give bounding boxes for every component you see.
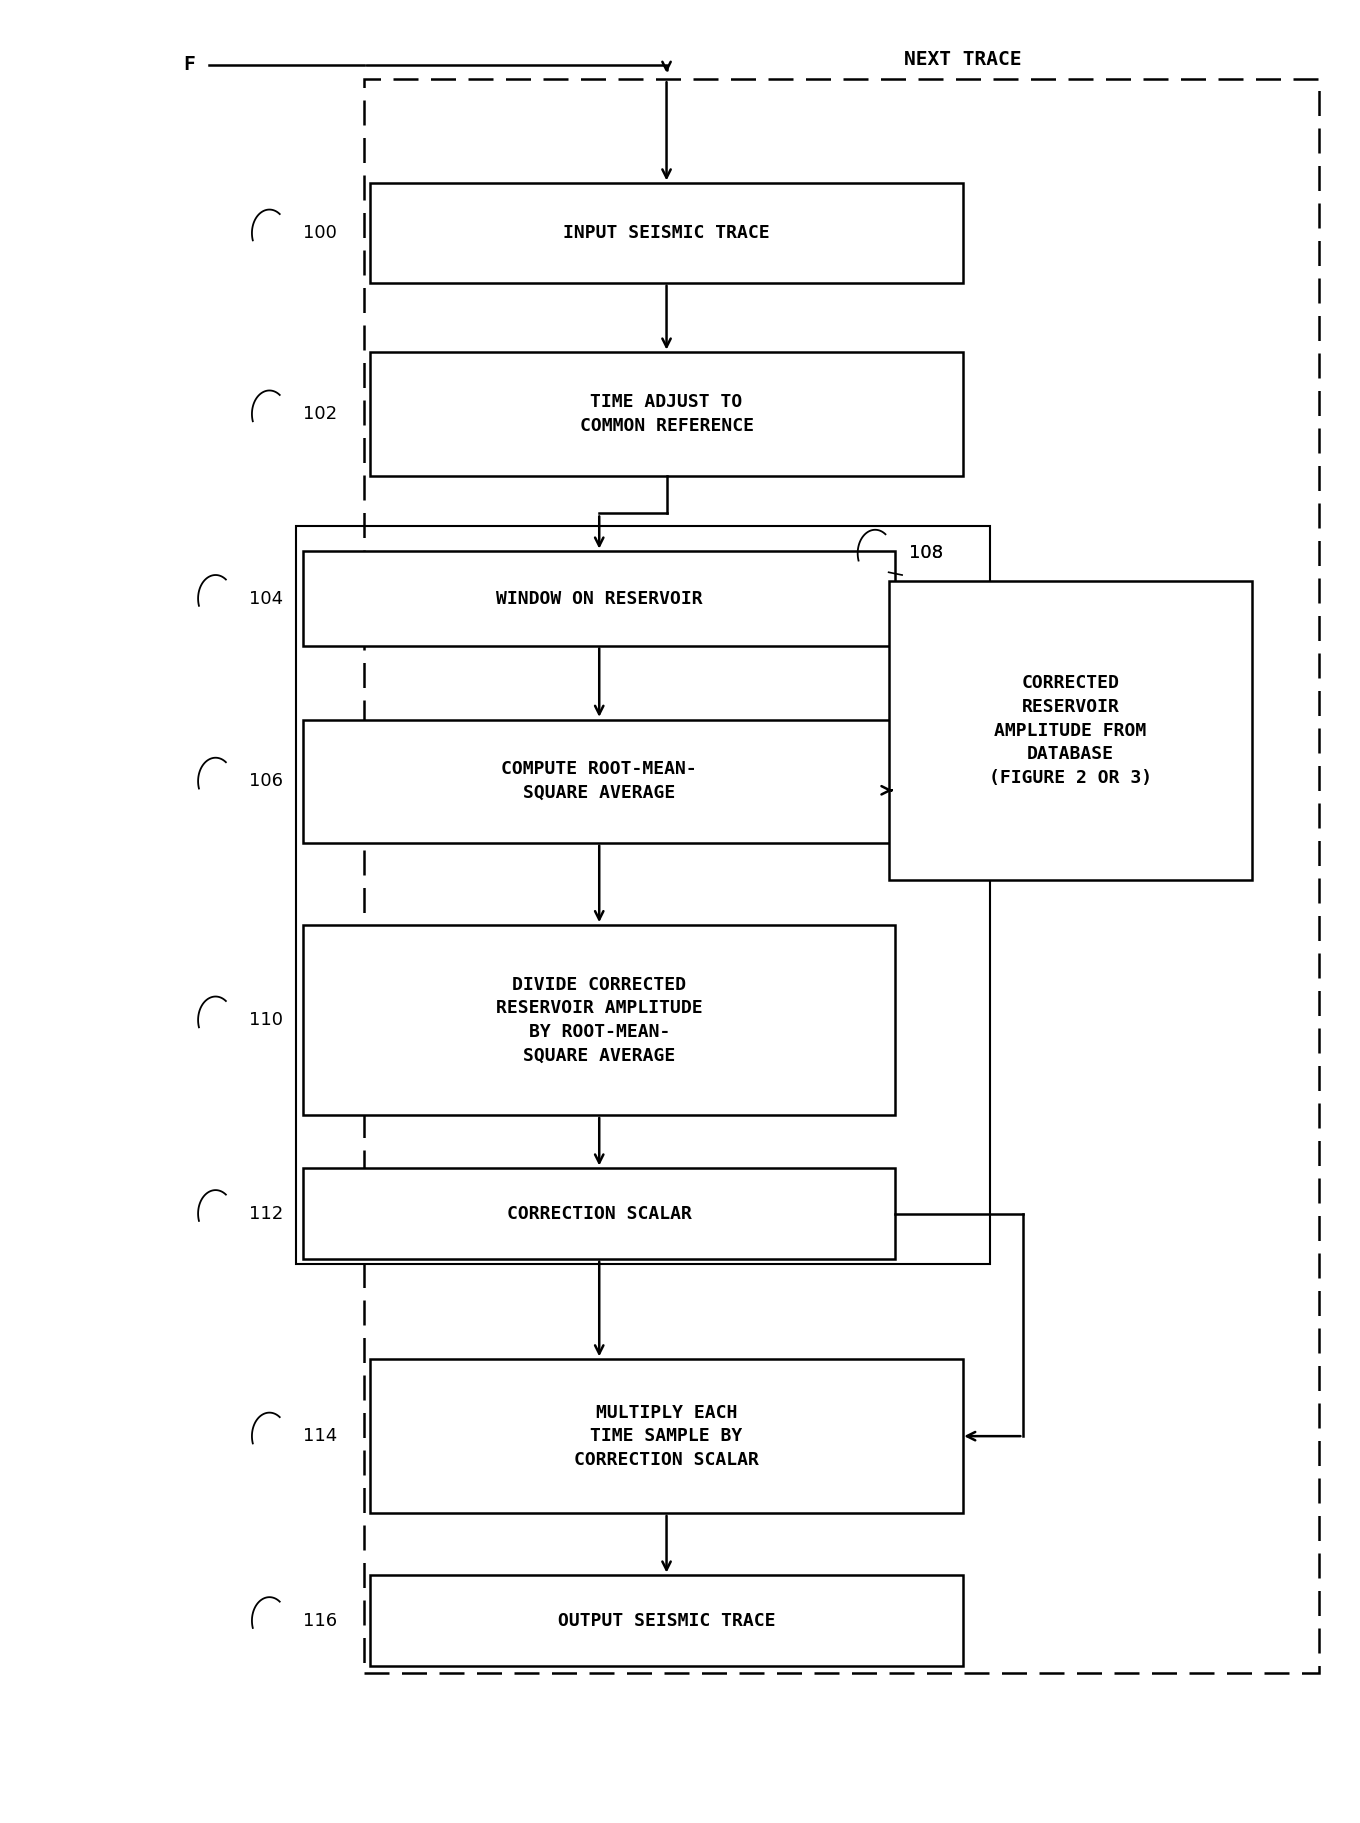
Text: 112: 112 [249,1205,283,1223]
FancyBboxPatch shape [303,924,895,1116]
Text: INPUT SEISMIC TRACE: INPUT SEISMIC TRACE [563,224,770,242]
Text: CORRECTED
RESERVOIR
AMPLITUDE FROM
DATABASE
(FIGURE 2 OR 3): CORRECTED RESERVOIR AMPLITUDE FROM DATAB… [989,675,1152,788]
Text: DIVIDE CORRECTED
RESERVOIR AMPLITUDE
BY ROOT-MEAN-
SQUARE AVERAGE: DIVIDE CORRECTED RESERVOIR AMPLITUDE BY … [496,975,703,1065]
Text: MULTIPLY EACH
TIME SAMPLE BY
CORRECTION SCALAR: MULTIPLY EACH TIME SAMPLE BY CORRECTION … [574,1404,759,1469]
Text: 106: 106 [249,773,283,789]
Text: 108: 108 [908,545,942,561]
FancyBboxPatch shape [303,1169,895,1260]
FancyBboxPatch shape [303,720,895,842]
Text: WINDOW ON RESERVOIR: WINDOW ON RESERVOIR [496,589,703,607]
Text: 102: 102 [303,405,337,423]
FancyBboxPatch shape [888,582,1253,881]
Text: 108: 108 [908,545,942,561]
Text: CORRECTION SCALAR: CORRECTION SCALAR [507,1205,692,1223]
Text: 110: 110 [249,1012,283,1028]
Text: TIME ADJUST TO
COMMON REFERENCE: TIME ADJUST TO COMMON REFERENCE [579,394,753,436]
Text: COMPUTE ROOT-MEAN-
SQUARE AVERAGE: COMPUTE ROOT-MEAN- SQUARE AVERAGE [502,760,698,802]
FancyBboxPatch shape [370,352,963,476]
Text: 116: 116 [303,1612,337,1630]
FancyBboxPatch shape [370,1575,963,1666]
Text: 100: 100 [303,224,337,242]
Text: F: F [182,55,194,75]
FancyBboxPatch shape [303,552,895,645]
FancyBboxPatch shape [370,1360,963,1513]
Text: 104: 104 [249,589,283,607]
FancyBboxPatch shape [370,184,963,283]
Text: NEXT TRACE: NEXT TRACE [904,49,1021,69]
Text: OUTPUT SEISMIC TRACE: OUTPUT SEISMIC TRACE [558,1612,775,1630]
Text: 114: 114 [303,1427,337,1446]
